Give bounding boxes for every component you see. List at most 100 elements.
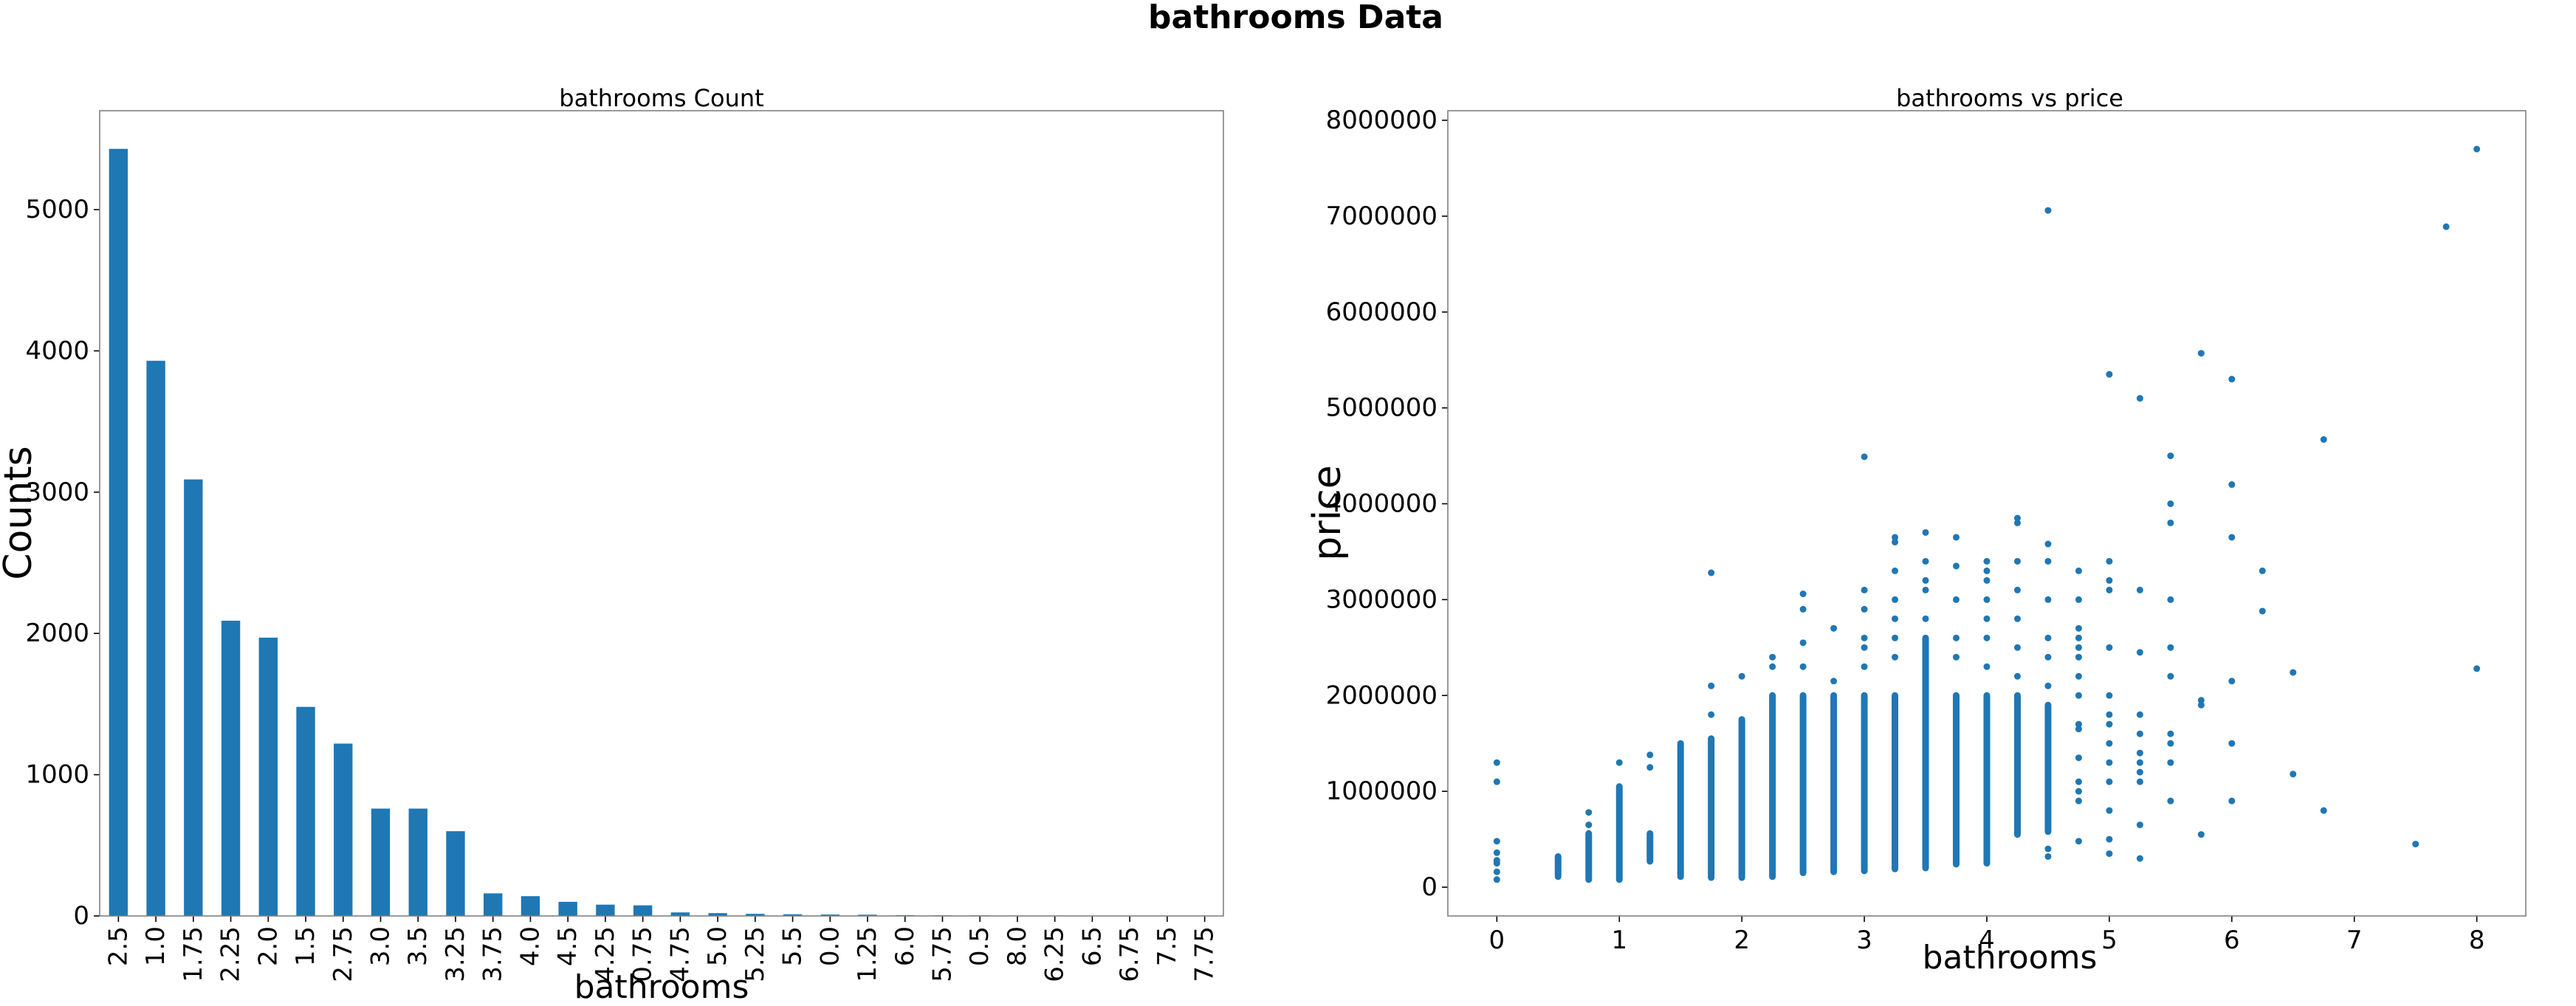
scatter-point xyxy=(1708,711,1715,718)
bar-x-axis-label: bathrooms xyxy=(574,968,749,1006)
scatter-point xyxy=(1799,590,1807,598)
bar-x-tick-label: 2.75 xyxy=(329,926,358,982)
bar-x-tick-label: 4.75 xyxy=(665,926,695,982)
bar-5.25 xyxy=(746,914,765,916)
bar-chart-title: bathrooms Count xyxy=(559,84,763,112)
bar-x-tick-label: 2.0 xyxy=(253,926,283,966)
scatter-y-axis: 0 1000000 2000000 3000000 4000000 5000000 6000… xyxy=(1326,106,1448,902)
scatter-y-tick-label: 1000000 xyxy=(1326,776,1438,806)
scatter-point xyxy=(2136,778,2143,785)
scatter-point xyxy=(1585,809,1593,816)
scatter-x-tick-label: 6 xyxy=(2224,926,2240,955)
scatter-point xyxy=(2259,567,2266,574)
scatter-point xyxy=(2320,435,2327,443)
bar-x-tick-label: 3.75 xyxy=(478,926,508,982)
bar-1.25 xyxy=(858,914,877,916)
scatter-point xyxy=(2044,557,2052,565)
scatter-x-tick-label: 2 xyxy=(1734,926,1750,955)
scatter-point xyxy=(1830,678,1838,685)
scatter-point xyxy=(2106,644,2113,651)
scatter-point xyxy=(2106,807,2113,814)
scatter-point xyxy=(2106,711,2113,718)
scatter-point xyxy=(2136,649,2143,656)
scatter-point xyxy=(2106,850,2113,858)
scatter-point xyxy=(1861,605,1868,613)
scatter-point xyxy=(1922,557,1929,565)
scatter-point xyxy=(1769,663,1776,670)
bar-5.5 xyxy=(783,914,803,916)
scatter-point xyxy=(2167,797,2174,805)
scatter-point xyxy=(1493,849,1500,856)
scatter-point xyxy=(2167,730,2174,737)
scatter-point xyxy=(2320,807,2327,814)
bar-0.75 xyxy=(633,905,653,916)
scatter-point xyxy=(1493,838,1500,845)
scatter-point xyxy=(2075,778,2082,785)
scatter-x-tick-label: 0 xyxy=(1489,926,1505,955)
scatter-point xyxy=(1922,528,1929,536)
bar-2.0 xyxy=(258,637,278,916)
scatter-point xyxy=(2106,692,2113,699)
scatter-point xyxy=(2228,678,2236,685)
bar-x-tick-label: 0.75 xyxy=(628,926,658,982)
scatter-point xyxy=(2106,778,2113,785)
bar-x-tick-label: 4.25 xyxy=(591,926,620,982)
scatter-point xyxy=(2136,821,2143,829)
scatter-point xyxy=(1983,557,1991,565)
scatter-point xyxy=(1646,764,1654,771)
scatter-point xyxy=(2106,586,2113,593)
figure-suptitle: bathrooms Data xyxy=(1148,0,1443,36)
scatter-plot-frame xyxy=(1447,110,2527,917)
bar-4.0 xyxy=(521,896,540,916)
bar-y-tick-label: 1000 xyxy=(25,760,89,790)
scatter-point xyxy=(2259,607,2266,615)
scatter-point xyxy=(2075,672,2082,680)
scatter-point xyxy=(2075,653,2082,661)
scatter-y-tick-label: 7000000 xyxy=(1326,201,1438,231)
bar-3.25 xyxy=(446,831,465,916)
scatter-point xyxy=(2136,749,2143,757)
scatter-point xyxy=(2013,672,2021,680)
scatter-point xyxy=(2136,759,2143,766)
bar-x-tick-label: 5.25 xyxy=(741,926,770,982)
scatter-point xyxy=(2167,759,2174,766)
bar-y-tick-label: 5000 xyxy=(25,195,89,224)
bar-x-tick-label: 4.0 xyxy=(515,926,545,966)
scatter-point xyxy=(1493,759,1500,766)
scatter-point xyxy=(2290,771,2297,778)
bar-x-tick-label: 5.5 xyxy=(778,926,808,966)
scatter-y-tick-label: 0 xyxy=(1421,872,1438,902)
scatter-point xyxy=(2075,788,2082,795)
scatter-point xyxy=(2136,711,2143,718)
scatter-point xyxy=(2136,855,2143,862)
scatter-point xyxy=(1983,596,1991,603)
scatter-point xyxy=(1953,534,1960,541)
scatter-point xyxy=(2044,634,2052,641)
scatter-point xyxy=(2075,692,2082,699)
scatter-point xyxy=(2044,596,2052,603)
bar-4.5 xyxy=(558,901,577,916)
scatter-point xyxy=(1861,663,1868,670)
bar-1.75 xyxy=(184,479,203,916)
scatter-point xyxy=(1892,615,1899,622)
scatter-x-tick-label: 3 xyxy=(1856,926,1872,955)
scatter-y-tick-label: 4000000 xyxy=(1326,489,1438,519)
bar-x-tick-label: 5.0 xyxy=(703,926,732,966)
scatter-point xyxy=(1861,453,1868,461)
scatter-point xyxy=(2075,838,2082,845)
scatter-point xyxy=(2106,371,2113,378)
bar-2.75 xyxy=(334,743,353,916)
scatter-series xyxy=(1493,145,2481,883)
scatter-point xyxy=(2136,395,2143,402)
scatter-y-axis-label: price xyxy=(1305,465,1350,560)
bar-x-tick-label: 7.75 xyxy=(1190,926,1220,982)
bar-y-axis-label: Counts xyxy=(0,446,41,580)
bar-x-tick-label: 6.5 xyxy=(1077,926,1107,966)
scatter-point xyxy=(2075,624,2082,632)
scatter-point xyxy=(1953,653,1960,661)
scatter-x-axis-label: bathrooms xyxy=(1923,939,2098,976)
bar-y-tick-label: 3000 xyxy=(25,478,89,507)
scatter-chart-panel: bathrooms vs price 0 1000000 2000000 300000… xyxy=(1305,84,2527,976)
scatter-point xyxy=(1922,576,1929,584)
bar-x-tick-label: 2.5 xyxy=(103,926,133,966)
